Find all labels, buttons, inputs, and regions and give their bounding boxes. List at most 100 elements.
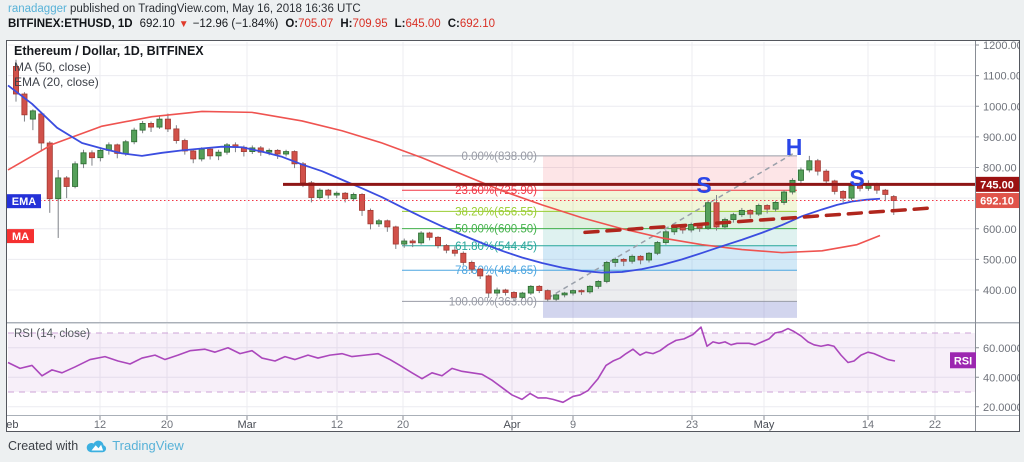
candle-body xyxy=(80,152,87,165)
candle-body xyxy=(764,205,771,210)
time-tick-label: 22 xyxy=(929,419,941,431)
open-value: 705.07 xyxy=(298,18,334,30)
fib-level-label: 38.20%(656.55) xyxy=(455,206,537,218)
candle-body xyxy=(823,170,830,182)
candle-body xyxy=(215,151,222,157)
candle-body xyxy=(291,151,298,165)
fib-level-label: 78.60%(464.65) xyxy=(455,265,537,277)
candle-body xyxy=(164,118,171,130)
time-tick-label: Mar xyxy=(238,419,257,431)
rsi-tick-label: 20.0000 xyxy=(983,402,1019,414)
candle-body xyxy=(274,149,281,155)
candle-body xyxy=(857,185,864,189)
candle-body xyxy=(629,255,636,262)
price-badge xyxy=(976,193,1019,209)
rsi-line[interactable] xyxy=(7,326,896,404)
price-tick-label: 800.00 xyxy=(983,163,1017,175)
candle-body xyxy=(283,151,290,155)
candle-body xyxy=(88,152,95,159)
trendline[interactable] xyxy=(547,151,797,299)
candle-body xyxy=(831,180,838,192)
candle-body xyxy=(350,194,357,200)
ma50-line[interactable] xyxy=(7,110,881,254)
candle-body xyxy=(519,292,526,298)
fib-level-label: 0.00%(838.00) xyxy=(462,151,538,163)
time-tick-label: 20 xyxy=(161,419,173,431)
candle-body xyxy=(114,144,121,154)
candle-body xyxy=(654,242,661,254)
time-tick-label: 14 xyxy=(862,419,874,431)
tradingview-logo-icon xyxy=(86,440,107,452)
high-label: H:709.95 xyxy=(340,18,388,30)
candle-body xyxy=(510,292,517,298)
candle-body xyxy=(485,275,492,294)
low-value: 645.00 xyxy=(405,18,441,30)
candle-body xyxy=(494,289,501,294)
fib-level-label: 61.80%(544.45) xyxy=(455,241,537,253)
publish-header: ranadagger published on TradingView.com,… xyxy=(8,2,495,32)
candle-body xyxy=(55,177,62,200)
time-tick-label: May xyxy=(754,419,775,431)
candle-body xyxy=(451,249,458,254)
candle-body xyxy=(882,189,889,195)
time-tick-label: 9 xyxy=(570,419,576,431)
chart-widget: 0.00%(838.00) 23.60%(725.90) 38.20%(656.55… xyxy=(6,40,1020,432)
candle-body xyxy=(578,290,585,293)
candle-body xyxy=(21,93,28,116)
open-label: O:705.07 xyxy=(285,18,334,30)
price-tick-label: 900.00 xyxy=(983,132,1017,144)
candle-body xyxy=(308,182,315,198)
candle-body xyxy=(662,231,669,243)
candle-body xyxy=(477,268,484,277)
candle-body xyxy=(156,118,163,128)
candle-body xyxy=(840,190,847,199)
candle-body xyxy=(63,177,70,187)
candle-body xyxy=(299,163,306,184)
candle-body xyxy=(46,142,53,200)
price-badge xyxy=(976,176,1019,192)
chart-canvas[interactable]: 0.00%(838.00) 23.60%(725.90) 38.20%(656.55… xyxy=(7,41,1019,431)
candle-body xyxy=(781,191,788,203)
author-link[interactable]: ranadagger xyxy=(8,3,67,15)
price-tick-label: 1100.00 xyxy=(983,71,1019,83)
pattern-label-s[interactable]: S xyxy=(696,172,711,198)
candle-body xyxy=(38,113,45,144)
candle-body xyxy=(207,148,214,157)
candle-body xyxy=(384,220,391,228)
candle-body xyxy=(789,179,796,193)
candle-body xyxy=(890,196,897,201)
candle-body xyxy=(434,236,441,246)
candle-body xyxy=(190,150,197,160)
ema20-line[interactable] xyxy=(7,84,881,274)
tradingview-link[interactable]: TradingView xyxy=(112,438,184,453)
time-axis: Feb 12 20 Mar 12 20 Apr 9 23 May 14 22 xyxy=(7,416,941,431)
candle-body xyxy=(713,202,720,228)
price-tick-label: 400.00 xyxy=(983,285,1017,297)
candle-body xyxy=(409,240,416,244)
indicator-badge-ma xyxy=(7,229,34,244)
candle-body xyxy=(468,262,475,270)
candle-body xyxy=(797,169,804,181)
pattern-label-s[interactable]: S xyxy=(849,165,864,191)
indicator-badge-ema xyxy=(7,194,41,209)
candle-body xyxy=(367,209,374,225)
published-line: ranadagger published on TradingView.com,… xyxy=(8,2,495,16)
time-tick-label: 12 xyxy=(94,419,106,431)
candle-body xyxy=(848,185,855,199)
price-badge-label: 692.10 xyxy=(980,196,1014,208)
candle-body xyxy=(612,258,619,263)
price-tick-label: 1000.00 xyxy=(983,101,1019,113)
candle-body xyxy=(72,163,79,187)
low-label: L:645.00 xyxy=(394,18,441,30)
candle-body xyxy=(705,202,712,229)
candle-body xyxy=(426,232,433,238)
created-with-text: Created with xyxy=(8,438,79,453)
pattern-label-h[interactable]: H xyxy=(786,134,803,160)
candle-body xyxy=(401,240,408,245)
neckline[interactable] xyxy=(583,206,930,235)
down-arrow-icon: ▼ xyxy=(178,19,189,30)
candle-body xyxy=(570,290,577,294)
candle-body xyxy=(418,232,425,244)
rsi-tick-label: 40.0000 xyxy=(983,372,1019,384)
candle-body xyxy=(679,227,686,231)
